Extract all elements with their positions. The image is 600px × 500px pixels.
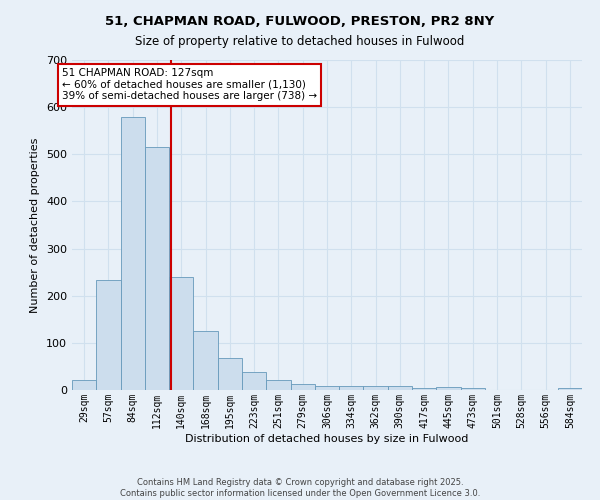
Text: 51 CHAPMAN ROAD: 127sqm
← 60% of detached houses are smaller (1,130)
39% of semi: 51 CHAPMAN ROAD: 127sqm ← 60% of detache… [62, 68, 317, 102]
Bar [436, 386, 461, 390]
Bar [388, 386, 412, 390]
Text: Contains HM Land Registry data © Crown copyright and database right 2025.
Contai: Contains HM Land Registry data © Crown c… [120, 478, 480, 498]
Bar [145, 147, 169, 390]
Bar [339, 386, 364, 390]
Bar [315, 386, 339, 390]
Bar [364, 386, 388, 390]
Text: 51, CHAPMAN ROAD, FULWOOD, PRESTON, PR2 8NY: 51, CHAPMAN ROAD, FULWOOD, PRESTON, PR2 … [106, 15, 494, 28]
Bar [218, 358, 242, 390]
Bar [169, 277, 193, 390]
Y-axis label: Number of detached properties: Number of detached properties [31, 138, 40, 312]
Bar [290, 384, 315, 390]
Bar [412, 388, 436, 390]
Bar [193, 331, 218, 390]
Bar [266, 380, 290, 390]
Bar [242, 372, 266, 390]
Bar [558, 388, 582, 390]
Bar [72, 380, 96, 390]
Bar [461, 388, 485, 390]
Bar [96, 280, 121, 390]
Text: Size of property relative to detached houses in Fulwood: Size of property relative to detached ho… [136, 35, 464, 48]
X-axis label: Distribution of detached houses by size in Fulwood: Distribution of detached houses by size … [185, 434, 469, 444]
Bar [121, 116, 145, 390]
